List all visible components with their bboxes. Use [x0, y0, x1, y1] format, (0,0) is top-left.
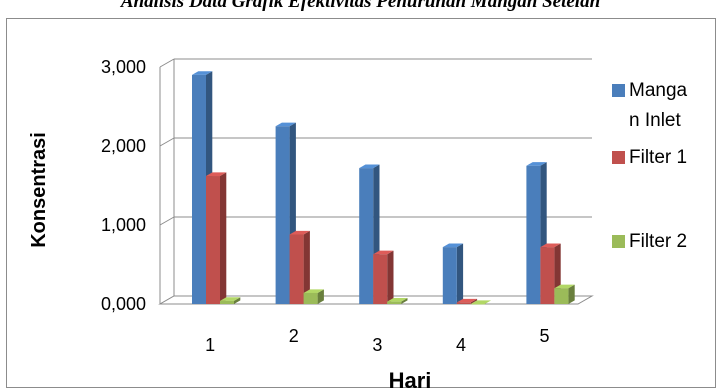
y-tick-label: 0,000: [101, 294, 146, 314]
bar-mangan-inlet-4: [442, 243, 464, 304]
bar-top: [540, 243, 561, 248]
bar-front: [220, 300, 234, 304]
x-axis-ticks: 1 2 3 4 5: [205, 326, 549, 355]
legend-item-mangan-inlet: Manga n Inlet: [612, 80, 688, 131]
x-tick-label: 4: [456, 335, 466, 355]
legend-item-filter-2: Filter 2: [612, 231, 687, 252]
bar-filter-2-5: [554, 284, 575, 304]
bar-top: [526, 162, 547, 166]
bar-side: [456, 243, 464, 304]
bar-filter-1-1: [206, 172, 227, 304]
x-tick-label: 3: [372, 335, 382, 355]
gridline-diagonal: [159, 137, 175, 147]
y-axis-label: Konsentrasi: [28, 132, 50, 248]
bar-front: [289, 234, 304, 304]
legend-label: Filter 1: [629, 147, 687, 168]
bar-top: [442, 243, 464, 248]
bar-side: [568, 284, 575, 304]
bar-top: [387, 298, 408, 302]
x-axis-label: Hari: [389, 368, 432, 392]
bar-filter-2-4: [470, 300, 492, 305]
bar-front: [359, 168, 374, 304]
legend: Manga n Inlet Filter 1 Filter 2: [612, 80, 688, 252]
gridlines: [159, 58, 592, 305]
legend-item-filter-1: Filter 1: [612, 147, 687, 168]
bar-front: [456, 302, 471, 304]
bar-top: [470, 300, 492, 304]
legend-swatch: [612, 235, 625, 248]
gridline-diagonal: [159, 216, 175, 226]
y-tick-label: 3,000: [101, 57, 146, 77]
bar-top: [359, 164, 380, 169]
bar-side: [234, 297, 241, 304]
bar-front: [470, 304, 485, 305]
x-tick-label: 5: [540, 326, 550, 346]
bar-front: [387, 301, 402, 304]
bar-front: [275, 126, 290, 304]
y-axis-ticks: 0,000 1,000 2,000 3,000: [101, 57, 146, 314]
bar-front: [526, 165, 541, 304]
bar-side: [470, 298, 478, 304]
legend-label: Manga: [629, 80, 688, 101]
bar-front: [540, 247, 555, 304]
legend-swatch: [612, 84, 625, 97]
bar-filter-2-2: [303, 289, 324, 304]
bar-side: [317, 289, 324, 304]
bar-front: [192, 74, 206, 305]
bar-front: [303, 292, 318, 304]
bar-side: [303, 230, 310, 304]
bar-top: [220, 297, 241, 301]
chart-title: Analisis Data Grafik Efektivitas Penurun…: [120, 0, 601, 12]
bar-top: [275, 122, 296, 127]
bar-filter-1-4: [456, 298, 478, 304]
x-tick-label: 2: [289, 326, 299, 346]
gridline-diagonal: [159, 58, 175, 68]
bars: [192, 71, 575, 305]
bar-top: [373, 250, 394, 255]
bar-top: [554, 284, 575, 289]
bar-top: [206, 172, 227, 177]
bar-filter-2-3: [387, 298, 408, 304]
legend-label: n Inlet: [629, 110, 681, 131]
bar-front: [554, 288, 569, 304]
bar-side: [401, 298, 408, 304]
bar-front: [373, 254, 388, 304]
bar-side: [387, 250, 394, 304]
x-tick-label: 1: [205, 335, 215, 355]
y-tick-label: 2,000: [101, 136, 146, 156]
bar-side: [220, 172, 227, 304]
legend-swatch: [612, 151, 625, 164]
bar-top: [456, 298, 478, 303]
bar-front: [442, 247, 457, 304]
legend-label: Filter 2: [629, 231, 687, 252]
bar-top: [303, 289, 324, 293]
bar-filter-1-2: [289, 230, 310, 304]
bar-mangan-inlet-3: [359, 164, 380, 304]
bar-filter-1-3: [373, 250, 394, 304]
bar-top: [289, 230, 310, 235]
bar-top: [192, 71, 213, 75]
bar-filter-2-1: [220, 297, 241, 304]
y-tick-label: 1,000: [101, 215, 146, 235]
bar-front: [206, 176, 220, 304]
